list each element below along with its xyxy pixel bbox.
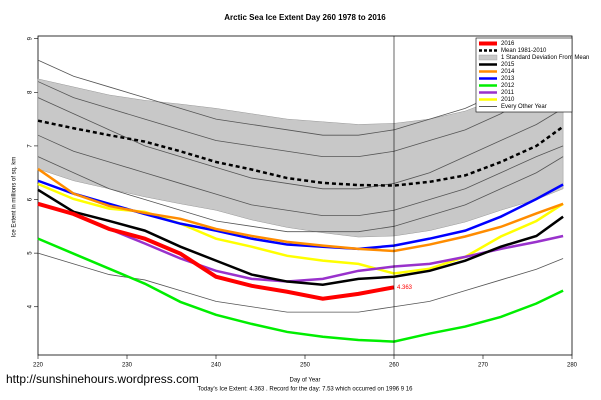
legend-label: Mean 1981-2010 [501,48,547,54]
x-tick-label: 220 [33,363,44,369]
y-tick-label: 9 [28,36,34,40]
x-tick-label: 250 [300,363,311,369]
legend-label: 1 Standard Deviation From Mean [501,55,589,61]
other-year-line [37,134,564,217]
legend-label: 2011 [501,90,515,96]
other-year-line [37,75,564,158]
data-label: 4.363 [397,285,413,291]
source: http://sunshinehours.wordpress.com [6,372,199,386]
x-tick-label: 230 [122,363,133,369]
x-tick-label: 240 [211,363,222,369]
series-line [37,237,564,343]
legend-label: Every Other Year [501,104,547,110]
y-tick-label: 5 [28,251,34,255]
legend-label: 2016 [501,41,515,47]
footnote: Today's Ice Extent: 4.363 . Record for t… [198,387,414,393]
series-line [37,167,564,253]
legend-label: 2010 [501,97,515,103]
series-line [37,201,395,301]
legend-label: 2012 [501,83,515,89]
legend-swatch [478,54,498,61]
legend-label: 2014 [501,69,515,75]
y-tick-label: 7 [28,144,34,148]
x-tick-label: 270 [478,363,489,369]
legend-label: 2013 [501,76,515,82]
y-axis-label: Ice Extent in millions of sq. km [12,157,18,238]
series-line [37,188,564,287]
legend-label: 2015 [501,62,515,68]
y-tick-label: 4 [28,304,34,308]
other-year-line [37,97,564,190]
std-band [37,59,564,238]
x-axis-label: Day of Year [289,378,320,384]
other-year-line [37,156,564,233]
y-tick-label: 8 [28,90,34,94]
chart-title: Arctic Sea Ice Extent Day 260 1978 to 20… [224,13,386,22]
x-tick-label: 260 [389,363,400,369]
y-tick-label: 6 [28,197,34,201]
series-line [37,119,564,187]
x-tick-label: 280 [567,363,578,369]
